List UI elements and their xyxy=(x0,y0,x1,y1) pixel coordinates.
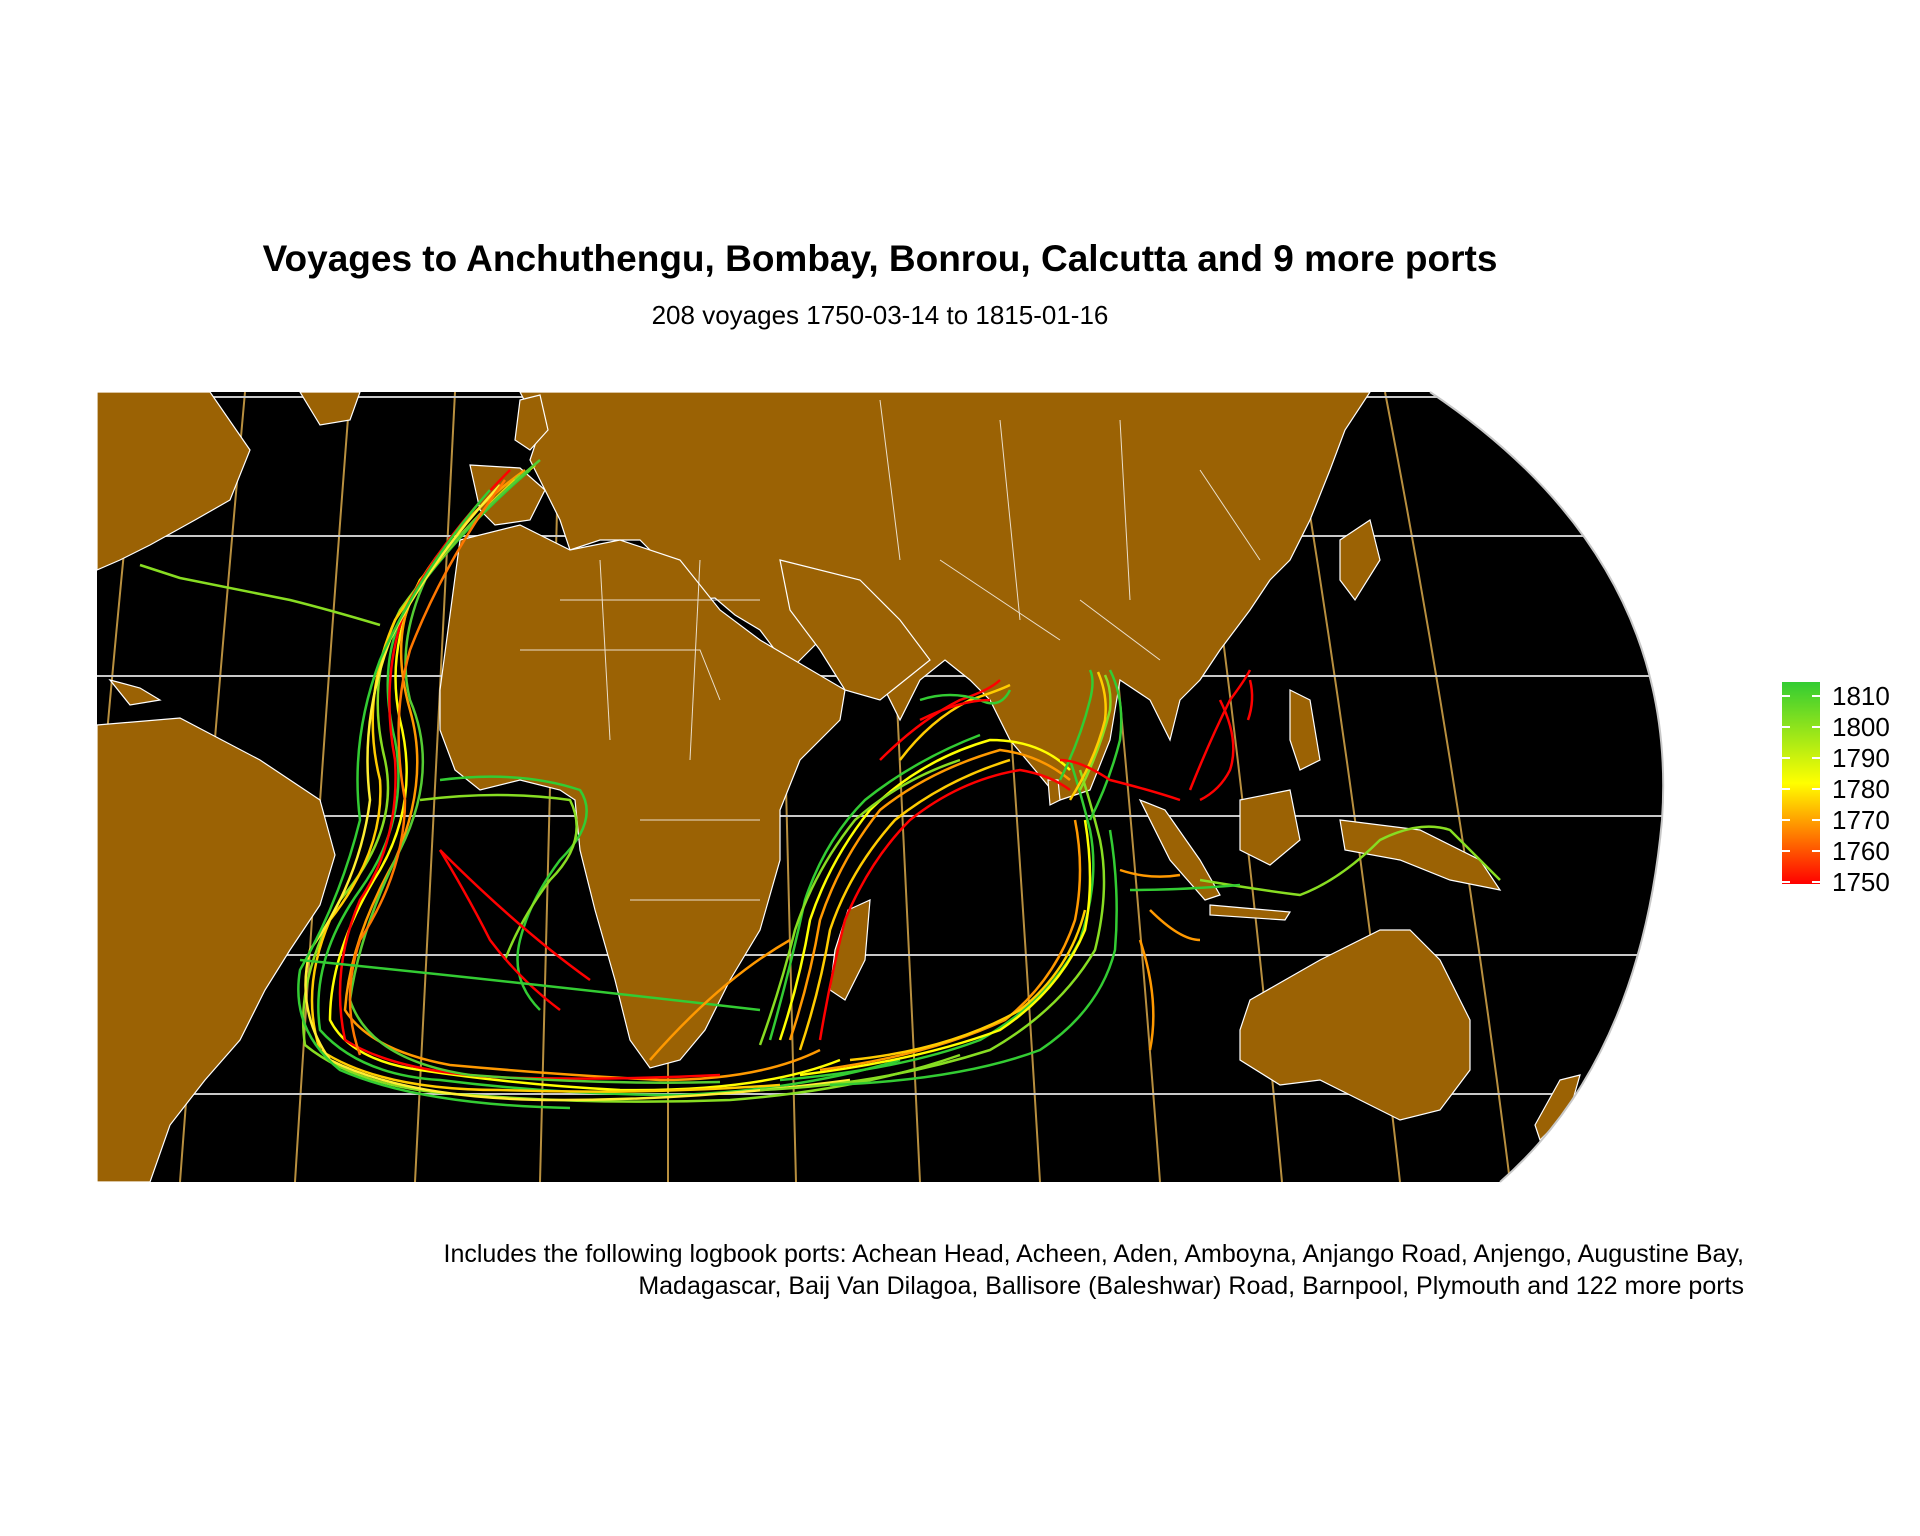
land-iberia xyxy=(469,464,546,526)
land-arabia xyxy=(779,559,931,701)
legend-tick-label: 1810 xyxy=(1832,681,1890,711)
legend-tick-label: 1750 xyxy=(1832,867,1890,897)
land-south-america xyxy=(97,717,336,1182)
land-sumatra xyxy=(1138,798,1221,901)
ports-caption-line: Includes the following logbook ports: Ac… xyxy=(443,1240,1744,1268)
map-title: Voyages to Anchuthengu, Bombay, Bonrou, … xyxy=(262,238,1498,279)
country-borders xyxy=(520,399,1261,901)
legend-tick-label: 1800 xyxy=(1832,712,1890,742)
land-north-america xyxy=(97,392,251,571)
land-africa xyxy=(439,524,846,1069)
color-legend: 1810 1800 1790 1780 1770 1760 1750 xyxy=(1782,681,1890,897)
land-java xyxy=(1209,904,1292,921)
land-japan xyxy=(1339,519,1381,602)
land-british-isles xyxy=(514,394,549,451)
map-subtitle: 208 voyages 1750-03-14 to 1815-01-16 xyxy=(651,300,1109,330)
map-edge xyxy=(1429,391,1665,1183)
land-borneo xyxy=(1239,789,1301,866)
land-caribbean xyxy=(108,678,162,706)
voyage-tracks xyxy=(139,459,1501,1110)
land-australia xyxy=(1239,929,1471,1121)
land-europe-asia xyxy=(519,392,1372,801)
legend-tick-label: 1790 xyxy=(1832,743,1890,773)
ports-caption-line: Madagascar, Baij Van Dilagoa, Ballisore … xyxy=(638,1272,1744,1300)
ports-caption: Includes the following logbook ports: Ac… xyxy=(144,1238,1744,1302)
land-philippines xyxy=(1289,689,1321,771)
land-new-guinea xyxy=(1339,819,1502,891)
legend-tick-label: 1770 xyxy=(1832,805,1890,835)
legend-tick-label: 1760 xyxy=(1832,836,1890,866)
land-greenland xyxy=(298,392,361,426)
land-masses xyxy=(97,392,1581,1182)
legend-tick-label: 1780 xyxy=(1832,774,1890,804)
legend-colorbar xyxy=(1782,682,1820,884)
land-madagascar xyxy=(829,899,871,1001)
legend-ticks xyxy=(1782,695,1820,883)
